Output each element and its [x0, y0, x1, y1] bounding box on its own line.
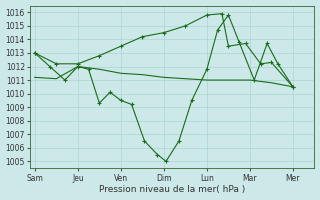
X-axis label: Pression niveau de la mer( hPa ): Pression niveau de la mer( hPa ): [99, 185, 245, 194]
